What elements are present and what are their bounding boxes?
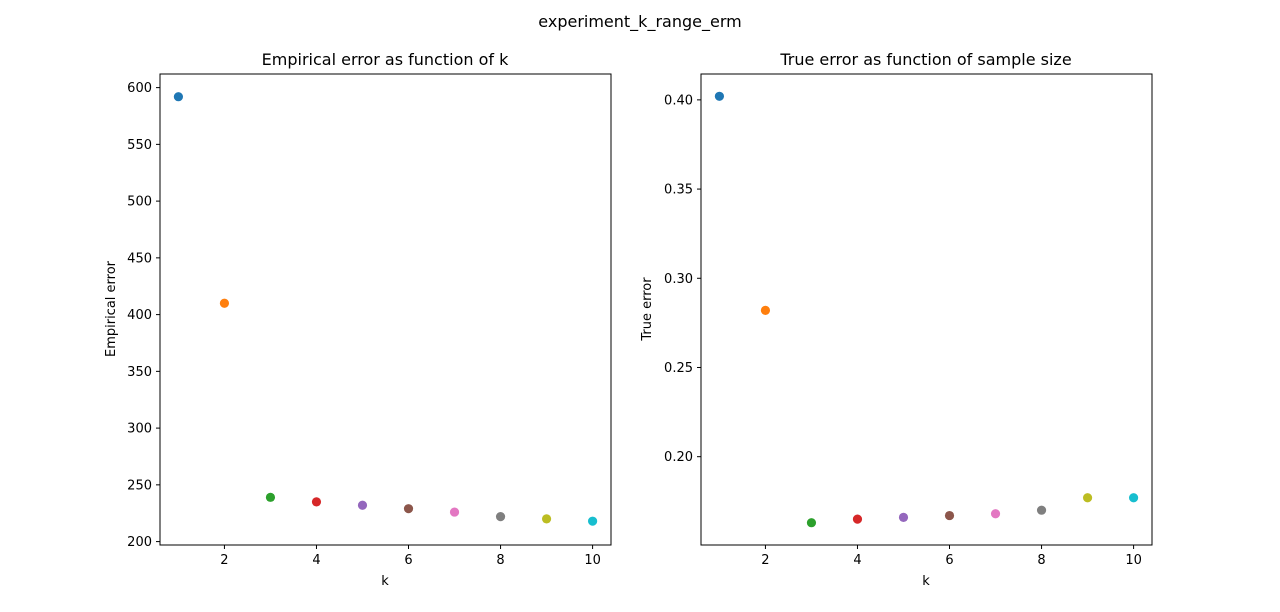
- true-error-point-k1: [714, 91, 725, 101]
- true-error-x-tick-label: 6: [945, 553, 953, 568]
- empirical-error-y-tick-label: 400: [127, 308, 152, 323]
- empirical-error-point-k3: [265, 492, 276, 502]
- true-error-point-k7: [990, 509, 1001, 519]
- empirical-error-points: [173, 92, 598, 526]
- true-error-point-k5: [898, 512, 909, 522]
- true-error-x-ticks: 2 4 6 8 10: [761, 545, 1142, 568]
- empirical-error-y-tick-label: 500: [127, 195, 152, 210]
- empirical-error-x-tick-label: 10: [584, 553, 601, 568]
- true-error-x-tick-label: 10: [1125, 553, 1142, 568]
- empirical-error-y-tick-label: 450: [127, 251, 152, 266]
- true-error-x-label: k: [922, 574, 930, 589]
- empirical-error-x-label: k: [381, 574, 389, 589]
- true-error-y-tick-label: 0.40: [664, 93, 693, 108]
- true-error-title: True error as function of sample size: [779, 50, 1071, 69]
- empirical-error-subplot: Empirical error as function of k 2 4 6 8 10 …: [104, 50, 612, 589]
- true-error-x-tick-label: 2: [761, 553, 769, 568]
- empirical-error-y-tick-label: 600: [127, 81, 152, 96]
- true-error-y-label: True error: [640, 277, 655, 342]
- figure-suptitle: experiment_k_range_erm: [538, 12, 741, 32]
- true-error-point-k4: [852, 514, 863, 524]
- true-error-y-tick-label: 0.20: [664, 450, 693, 465]
- empirical-error-x-tick-label: 8: [496, 553, 504, 568]
- empirical-error-point-k1: [173, 92, 184, 102]
- empirical-error-x-tick-label: 4: [312, 553, 320, 568]
- true-error-y-tick-label: 0.30: [664, 272, 693, 287]
- empirical-error-y-tick-label: 250: [127, 478, 152, 493]
- empirical-error-axes-frame: [159, 73, 612, 546]
- empirical-error-point-k6: [403, 504, 414, 514]
- empirical-error-y-tick-label: 200: [127, 535, 152, 550]
- true-error-point-k8: [1036, 505, 1047, 515]
- true-error-y-ticks: 0.20 0.25 0.30 0.35 0.40: [664, 93, 701, 465]
- empirical-error-point-k4: [311, 497, 322, 507]
- empirical-error-x-ticks: 2 4 6 8 10: [220, 545, 601, 568]
- empirical-error-point-k9: [541, 514, 552, 524]
- empirical-error-y-tick-label: 550: [127, 138, 152, 153]
- empirical-error-y-ticks: 200 250 300 350 400 450 500 550 600: [127, 81, 160, 550]
- true-error-axes-frame: [700, 73, 1153, 546]
- true-error-y-tick-label: 0.25: [664, 361, 693, 376]
- true-error-point-k9: [1082, 493, 1093, 503]
- true-error-subplot: True error as function of sample size 2 4…: [640, 50, 1153, 589]
- true-error-point-k3: [806, 518, 817, 528]
- empirical-error-point-k7: [449, 507, 460, 517]
- empirical-error-point-k2: [219, 298, 230, 308]
- true-error-point-k10: [1128, 493, 1139, 503]
- empirical-error-x-tick-label: 6: [404, 553, 412, 568]
- true-error-x-tick-label: 8: [1037, 553, 1045, 568]
- empirical-error-y-label: Empirical error: [104, 260, 119, 357]
- true-error-point-k2: [760, 305, 771, 315]
- empirical-error-x-tick-label: 2: [220, 553, 228, 568]
- empirical-error-y-tick-label: 300: [127, 422, 152, 437]
- true-error-point-k6: [944, 510, 955, 521]
- empirical-error-title: Empirical error as function of k: [262, 50, 509, 69]
- empirical-error-point-k5: [357, 500, 368, 510]
- true-error-y-tick-label: 0.35: [664, 183, 693, 198]
- true-error-points: [714, 91, 1139, 528]
- empirical-error-point-k10: [587, 516, 598, 526]
- true-error-x-tick-label: 4: [853, 553, 861, 568]
- empirical-error-y-tick-label: 350: [127, 365, 152, 380]
- empirical-error-point-k8: [495, 512, 506, 522]
